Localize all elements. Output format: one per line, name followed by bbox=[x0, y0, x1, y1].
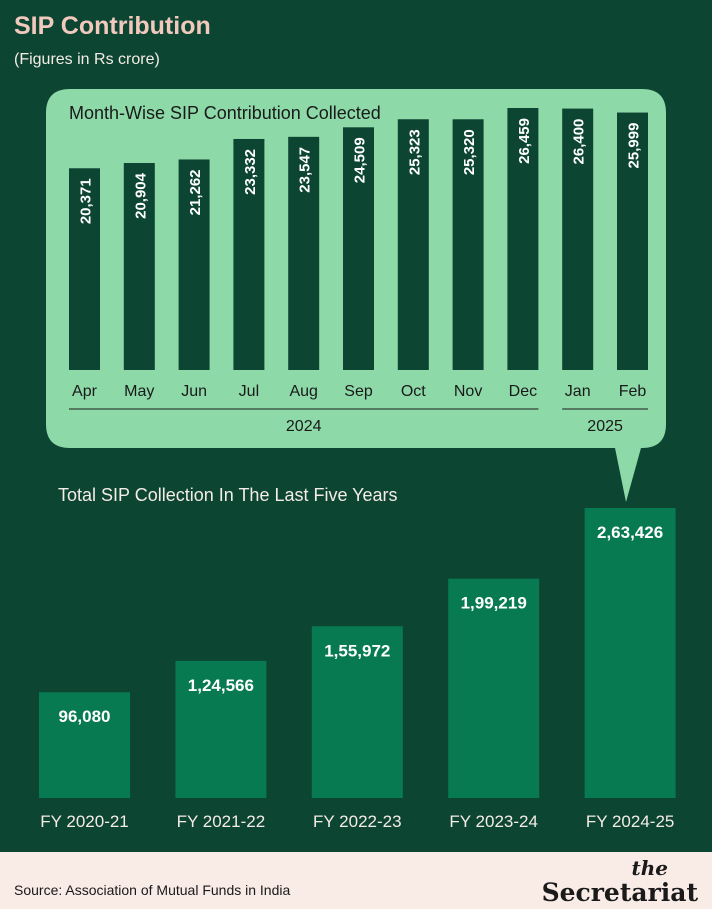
monthly-bar bbox=[452, 119, 484, 370]
monthly-x-tick-label: May bbox=[124, 383, 154, 400]
annual-x-tick-label: FY 2024-25 bbox=[586, 812, 675, 831]
logo-name: Secretariat bbox=[541, 878, 698, 907]
monthly-bar-label: 25,323 bbox=[406, 129, 423, 175]
chart-title: SIP Contribution bbox=[14, 12, 211, 40]
monthly-bar bbox=[288, 136, 320, 370]
monthly-x-tick-label: Jul bbox=[239, 383, 259, 400]
monthly-bar-label: 23,332 bbox=[242, 149, 259, 195]
annual-chart-title: Total SIP Collection In The Last Five Ye… bbox=[58, 485, 398, 505]
monthly-x-tick-label: Aug bbox=[289, 383, 317, 400]
monthly-x-tick-label: Feb bbox=[619, 383, 647, 400]
monthly-x-tick-label: Apr bbox=[72, 383, 98, 400]
publisher-logo: the Secretariat bbox=[542, 858, 698, 905]
annual-bar-label: 96,080 bbox=[59, 707, 111, 726]
monthly-chart-title: Month-Wise SIP Contribution Collected bbox=[69, 103, 381, 123]
monthly-x-tick-label: Nov bbox=[454, 383, 482, 400]
monthly-bar bbox=[397, 119, 429, 370]
annual-sip-chart: Total SIP Collection In The Last Five Ye… bbox=[39, 485, 676, 831]
monthly-bar bbox=[123, 163, 155, 370]
annual-bar-label: 2,63,426 bbox=[597, 523, 663, 542]
monthly-bar-label: 25,999 bbox=[626, 123, 643, 169]
monthly-bar-label: 25,320 bbox=[461, 129, 478, 175]
monthly-bar bbox=[178, 159, 210, 370]
annual-bar bbox=[39, 692, 130, 798]
source-note: Source: Association of Mutual Funds in I… bbox=[14, 882, 291, 898]
monthly-x-tick-label: Sep bbox=[344, 383, 373, 400]
monthly-bar bbox=[343, 127, 374, 371]
monthly-x-tick-label: Dec bbox=[509, 383, 537, 400]
annual-bar bbox=[584, 508, 676, 798]
monthly-bar bbox=[617, 112, 648, 371]
annual-bar-label: 1,99,219 bbox=[461, 594, 527, 613]
chart-subtitle: (Figures in Rs crore) bbox=[14, 51, 160, 68]
monthly-bar bbox=[562, 108, 594, 370]
annual-x-tick-label: FY 2020-21 bbox=[40, 812, 129, 831]
annual-bar-label: 1,55,972 bbox=[324, 641, 390, 660]
annual-x-tick-label: FY 2023-24 bbox=[449, 812, 538, 831]
footer: Source: Association of Mutual Funds in I… bbox=[0, 852, 712, 909]
monthly-group-label: 2024 bbox=[286, 418, 322, 435]
annual-bar-label: 1,24,566 bbox=[188, 676, 254, 695]
monthly-bar-label: 20,904 bbox=[132, 172, 149, 219]
monthly-bar-label: 26,459 bbox=[516, 118, 533, 164]
monthly-x-tick-label: Jan bbox=[565, 383, 591, 400]
monthly-bar-label: 26,400 bbox=[571, 119, 588, 165]
monthly-bar bbox=[507, 108, 539, 370]
annual-x-tick-label: FY 2021-22 bbox=[177, 812, 266, 831]
monthly-x-tick-label: Jun bbox=[181, 383, 207, 400]
monthly-x-tick-label: Oct bbox=[401, 383, 426, 400]
monthly-bar bbox=[69, 168, 100, 370]
annual-bar bbox=[311, 626, 403, 798]
logo-the: the bbox=[631, 856, 668, 880]
annual-bar bbox=[175, 660, 267, 798]
annual-bar bbox=[448, 578, 540, 798]
annual-x-tick-label: FY 2022-23 bbox=[313, 812, 402, 831]
monthly-bar-label: 21,262 bbox=[187, 169, 204, 215]
monthly-sip-chart: Month-Wise SIP Contribution Collected 20,… bbox=[46, 89, 666, 502]
monthly-bar bbox=[233, 138, 265, 370]
monthly-group-label: 2025 bbox=[587, 418, 623, 435]
monthly-bar-label: 20,371 bbox=[78, 178, 95, 224]
monthly-bar-label: 24,509 bbox=[352, 137, 369, 183]
monthly-bar-label: 23,547 bbox=[297, 147, 314, 193]
